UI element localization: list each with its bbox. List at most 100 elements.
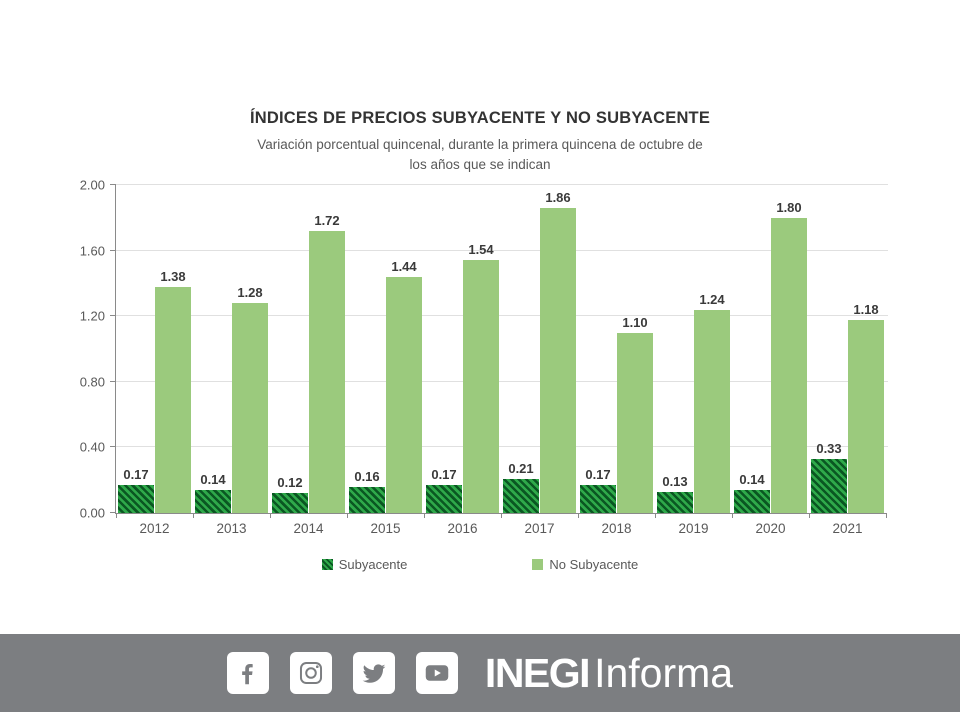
instagram-glyph <box>299 661 322 685</box>
bar-subyacente: 0.14 <box>195 472 231 513</box>
y-axis-tick <box>110 512 116 513</box>
legend-label: No Subyacente <box>549 557 639 572</box>
bar-group: 0.14 1.28 <box>193 185 270 513</box>
x-tick-label: 2020 <box>755 521 786 536</box>
bar-value-label: 1.24 <box>699 291 725 307</box>
gridline <box>116 446 888 448</box>
bar-value-label: 0.21 <box>508 460 534 476</box>
y-tick-label: 0.40 <box>79 439 105 455</box>
bar-subyacente: 0.17 <box>426 467 462 513</box>
bar-no-subyacente: 1.28 <box>232 285 268 513</box>
bar-value-label: 0.12 <box>277 475 303 491</box>
y-axis-tick <box>110 380 116 382</box>
bar-value-label: 0.16 <box>354 468 380 484</box>
x-axis-tick <box>809 513 810 518</box>
bar-subyacente: 0.33 <box>811 441 847 513</box>
bar-value-label: 1.80 <box>776 199 802 215</box>
x-axis-tick <box>501 513 502 518</box>
x-axis-tick <box>347 513 348 518</box>
bar-subyacente: 0.12 <box>272 475 308 513</box>
y-tick-label: 1.60 <box>79 243 105 259</box>
bar-value-label: 1.44 <box>391 258 417 274</box>
twitter-glyph <box>362 664 386 683</box>
bar-subyacente: 0.17 <box>580 467 616 513</box>
youtube-icon[interactable] <box>415 652 458 694</box>
bar-no-subyacente: 1.54 <box>463 242 499 513</box>
bar-group: 0.12 1.72 <box>270 185 347 513</box>
x-axis-tick <box>732 513 733 518</box>
x-tick-label: 2013 <box>216 521 247 536</box>
twitter-icon[interactable] <box>352 652 395 694</box>
instagram-icon[interactable] <box>289 652 332 694</box>
chart-subtitle: Variación porcentual quincenal, durante … <box>257 137 703 173</box>
gridline <box>116 315 888 317</box>
bar-subyacente: 0.21 <box>503 461 539 513</box>
bar-no-subyacente: 1.38 <box>155 269 191 513</box>
inegi-informa-logo: INEGI Informa <box>484 649 734 696</box>
chart-title: ÍNDICES DE PRECIOS SUBYACENTE Y NO SUBYA… <box>249 109 711 127</box>
x-axis-tick <box>270 513 271 518</box>
facebook-glyph <box>242 663 254 684</box>
x-axis-tick <box>886 513 887 518</box>
x-tick-label: 2018 <box>601 521 632 536</box>
bar-group: 0.21 1.86 <box>501 185 578 513</box>
y-tick-label: 1.20 <box>79 308 105 324</box>
y-tick-label: 0.80 <box>79 374 105 390</box>
bar-value-label: 1.86 <box>545 190 571 205</box>
bar-group: 0.33 1.18 <box>809 185 886 513</box>
x-axis-tick <box>655 513 656 518</box>
bar-no-subyacente: 1.24 <box>694 292 730 513</box>
gridline <box>116 380 888 382</box>
bar-group: 0.16 1.44 <box>347 185 424 513</box>
y-axis-tick <box>110 446 116 448</box>
x-tick-label: 2019 <box>678 521 709 536</box>
y-axis-tick <box>110 184 116 185</box>
y-tick-label: 2.00 <box>79 177 105 193</box>
bar-value-label: 1.18 <box>853 301 879 317</box>
bar-group: 0.13 1.24 <box>655 185 732 513</box>
bar-group: 0.17 1.38 <box>116 185 193 513</box>
y-tick-label: 0.00 <box>79 505 105 521</box>
bar-value-label: 0.17 <box>585 467 611 483</box>
bar-value-label: 1.10 <box>622 314 648 330</box>
bar-groups: 0.17 1.38 0.14 1.28 0.12 1.72 0.16 1.44 0.17 1.54… <box>116 185 886 513</box>
legend-item: Subyacente <box>321 557 408 572</box>
legend-label: Subyacente <box>338 557 408 572</box>
bar-subyacente: 0.13 <box>657 474 693 513</box>
legend-swatch <box>321 559 333 570</box>
informa-wordmark: Informa <box>594 649 734 696</box>
bar-group: 0.17 1.54 <box>424 185 501 513</box>
bar-value-label: 1.28 <box>237 285 263 301</box>
bar-no-subyacente: 1.18 <box>848 302 884 513</box>
bar-no-subyacente: 1.80 <box>771 200 807 513</box>
x-tick-label: 2014 <box>293 521 324 536</box>
bar-group: 0.17 1.10 <box>578 185 655 513</box>
bar-no-subyacente: 1.10 <box>617 315 653 513</box>
bar-subyacente: 0.14 <box>734 472 770 513</box>
inegi-wordmark: INEGI <box>484 649 591 696</box>
bar-value-label: 0.17 <box>431 467 457 483</box>
bar-subyacente: 0.16 <box>349 469 385 513</box>
x-tick-label: 2015 <box>370 521 401 536</box>
x-tick-label: 2012 <box>139 521 170 536</box>
bar-group: 0.14 1.80 <box>732 185 809 513</box>
bar-value-label: 0.14 <box>739 472 765 487</box>
gridline <box>116 249 888 251</box>
bar-value-label: 1.38 <box>160 268 186 284</box>
bar-value-label: 1.54 <box>468 242 494 258</box>
footer-bar: INEGI Informa <box>0 634 960 712</box>
x-axis-tick <box>193 513 194 518</box>
facebook-icon[interactable] <box>226 652 269 694</box>
x-axis-tick <box>424 513 425 518</box>
bar-value-label: 1.72 <box>314 212 340 228</box>
bar-no-subyacente: 1.72 <box>309 213 345 513</box>
x-axis-labels: 2012 2013 2014 2015 2016 2017 2018 2019 2020 2021 <box>116 521 886 536</box>
bar-value-label: 0.14 <box>200 472 226 487</box>
bar-no-subyacente: 1.44 <box>386 259 422 513</box>
x-axis-tick <box>578 513 579 518</box>
y-axis-tick <box>110 249 116 251</box>
x-tick-label: 2017 <box>524 521 555 536</box>
bar-subyacente: 0.17 <box>118 467 154 513</box>
bar-value-label: 0.33 <box>816 440 842 456</box>
